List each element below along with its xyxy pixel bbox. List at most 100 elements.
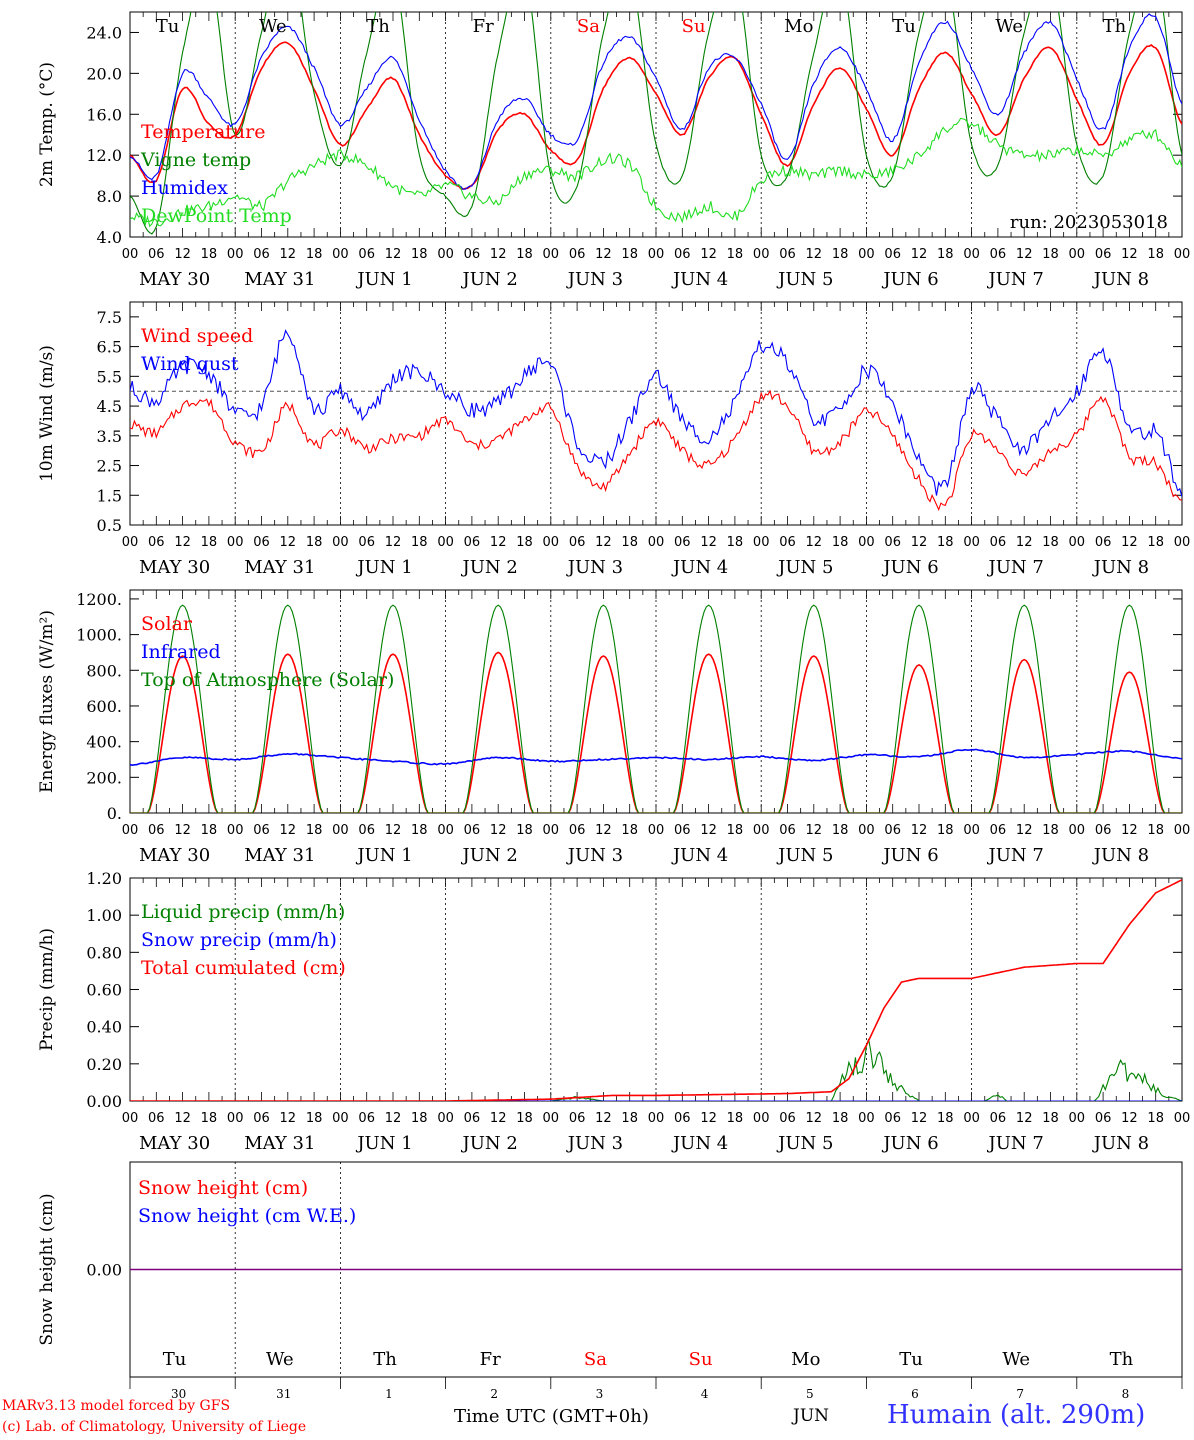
hour-tick-label: 12: [1121, 823, 1138, 838]
hour-tick-label: 06: [1095, 823, 1112, 838]
hour-tick-label: 00: [122, 1111, 139, 1126]
hour-tick-label: 00: [1069, 247, 1086, 262]
date-label: JUN 5: [776, 1133, 833, 1154]
hour-tick-label: 18: [411, 1111, 428, 1126]
hour-tick-label: 06: [148, 1111, 165, 1126]
panel-5: 0.00 Snow height (cm) Snow height (cm) Snow…: [37, 1161, 1183, 1401]
hour-tick-label: 00: [332, 823, 349, 838]
day-name-label: We: [266, 1349, 294, 1370]
hour-tick-label: 18: [621, 535, 638, 550]
day-number-label: 30: [171, 1387, 186, 1401]
hour-tick-label: 00: [858, 535, 875, 550]
date-label: MAY 31: [244, 1133, 315, 1154]
legend-entry: Snow height (cm): [138, 1177, 308, 1199]
hour-tick-label: 12: [174, 535, 191, 550]
y-tick-label: 1.5: [97, 486, 122, 505]
day-number-label: 31: [276, 1387, 291, 1401]
legend-entry: Top of Atmosphere (Solar): [141, 669, 394, 691]
hour-tick-label: 00: [1174, 823, 1191, 838]
hour-tick-label: 00: [858, 247, 875, 262]
hour-tick-label: 00: [753, 247, 770, 262]
date-label: MAY 30: [139, 557, 210, 578]
day-name-label: Th: [1103, 16, 1127, 37]
hour-tick-label: 00: [858, 823, 875, 838]
hour-tick-label: 18: [1042, 535, 1059, 550]
hour-tick-label: 00: [332, 247, 349, 262]
legend-entry: Temperature: [141, 121, 265, 143]
hour-tick-label: 06: [779, 823, 796, 838]
date-label: MAY 31: [244, 269, 315, 290]
hour-tick-label: 12: [385, 823, 402, 838]
credit-line-2: (c) Lab. of Climatology, University of L…: [2, 1419, 307, 1435]
day-name-label: We: [1002, 1349, 1030, 1370]
hour-tick-label: 18: [306, 1111, 323, 1126]
hour-tick-label: 12: [1121, 247, 1138, 262]
date-label: JUN 6: [881, 1133, 938, 1154]
y-tick-label: 400.: [86, 733, 122, 752]
hour-tick-label: 00: [332, 1111, 349, 1126]
series-line-top-of-atmosphere-solar: [130, 604, 1182, 813]
day-name-label: We: [995, 16, 1023, 37]
date-label: JUN 4: [671, 557, 728, 578]
series-line-wind-gust: [130, 329, 1182, 497]
y-tick-label: 0.80: [86, 943, 122, 962]
hour-tick-label: 18: [832, 535, 849, 550]
hour-tick-label: 00: [963, 1111, 980, 1126]
hour-tick-label: 12: [174, 247, 191, 262]
hour-tick-label: 06: [990, 823, 1007, 838]
day-name-label: Fr: [480, 1349, 501, 1370]
hour-tick-label: 12: [385, 1111, 402, 1126]
y-tick-label: 24.0: [86, 23, 122, 42]
hour-tick-label: 06: [884, 823, 901, 838]
hour-tick-label: 00: [1174, 535, 1191, 550]
hour-tick-label: 00: [1069, 1111, 1086, 1126]
hour-tick-label: 00: [963, 535, 980, 550]
hour-tick-label: 06: [148, 535, 165, 550]
series-line-infrared: [130, 748, 1182, 767]
hour-tick-label: 06: [148, 247, 165, 262]
hour-tick-label: 18: [1042, 1111, 1059, 1126]
y-tick-label: 1.20: [86, 869, 122, 888]
y-tick-label: 1.00: [86, 906, 122, 925]
day-number-label: 8: [1122, 1387, 1130, 1401]
hour-tick-label: 00: [753, 535, 770, 550]
hour-tick-label: 06: [990, 247, 1007, 262]
hour-tick-label: 12: [806, 247, 823, 262]
hour-tick-label: 00: [332, 535, 349, 550]
hour-tick-label: 12: [490, 823, 507, 838]
hour-tick-label: 12: [280, 535, 297, 550]
day-name-label: Mo: [791, 1349, 820, 1370]
date-label: JUN 1: [355, 1133, 412, 1154]
panel-3: 0. 200. 400. 600. 800. 1000. 1200. Energy fluxe…: [37, 589, 1191, 866]
hour-tick-label: 06: [358, 1111, 375, 1126]
hour-tick-label: 12: [806, 1111, 823, 1126]
hour-tick-label: 00: [648, 1111, 665, 1126]
hour-tick-label: 18: [306, 823, 323, 838]
y-tick-label: 8.0: [97, 187, 122, 206]
hour-tick-label: 18: [621, 247, 638, 262]
hour-tick-label: 12: [595, 1111, 612, 1126]
hour-tick-label: 06: [569, 535, 586, 550]
y-tick-label: 0.: [107, 804, 122, 823]
y-tick-label: 1000.: [76, 626, 122, 645]
date-label: JUN 2: [461, 557, 518, 578]
hour-tick-label: 12: [806, 823, 823, 838]
y-tick-label: 0.20: [86, 1055, 122, 1074]
hour-tick-label: 00: [543, 247, 560, 262]
hour-tick-label: 12: [700, 535, 717, 550]
y-tick-label: 200.: [86, 768, 122, 787]
date-label: JUN 4: [671, 1133, 728, 1154]
hour-tick-label: 06: [779, 1111, 796, 1126]
legend-entry: Solar: [141, 613, 193, 635]
day-name-label: Mo: [784, 16, 813, 37]
day-name-label: Fr: [473, 16, 494, 37]
date-label: JUN 6: [881, 269, 938, 290]
hour-tick-label: 00: [437, 535, 454, 550]
hour-tick-label: 18: [1042, 247, 1059, 262]
hour-tick-label: 18: [621, 1111, 638, 1126]
hour-tick-label: 12: [1121, 1111, 1138, 1126]
hour-tick-label: 00: [122, 247, 139, 262]
date-label: JUN 2: [461, 845, 518, 866]
hour-tick-label: 12: [911, 1111, 928, 1126]
date-label: MAY 31: [244, 845, 315, 866]
